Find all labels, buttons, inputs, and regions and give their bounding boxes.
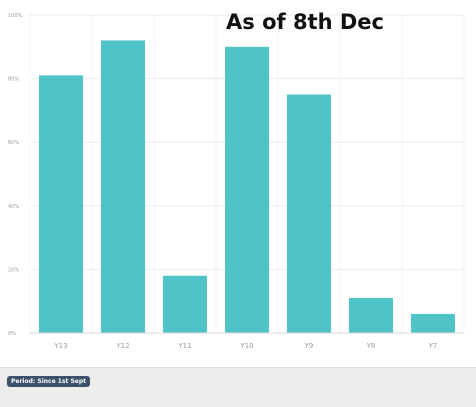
y-tick-label: 20% <box>8 267 19 273</box>
x-tick-label: Y10 <box>239 342 253 350</box>
x-tick-label: Y13 <box>53 342 67 350</box>
x-tick-label: Y9 <box>304 342 314 350</box>
y-tick-label: 0% <box>8 331 16 337</box>
y-tick-label: 80% <box>8 77 19 83</box>
bar <box>349 298 393 333</box>
x-tick-label: Y7 <box>428 342 438 350</box>
bar <box>163 275 207 333</box>
chart-title: As of 8th Dec <box>226 10 384 34</box>
y-tick-label: 40% <box>8 204 19 210</box>
y-tick-label: 60% <box>8 140 19 146</box>
bar <box>411 313 455 333</box>
bar <box>287 94 331 333</box>
bar <box>39 75 83 334</box>
bar <box>225 46 269 334</box>
bar <box>101 40 145 333</box>
y-tick-label: 100% <box>8 13 23 19</box>
footer-bar: Period: Since 1st Sept <box>0 367 476 407</box>
period-badge[interactable]: Period: Since 1st Sept <box>7 376 91 387</box>
x-tick-label: Y11 <box>177 342 191 350</box>
bar-chart: 0% 20% 40% 60% 80% 100% Y13 Y12 Y11 Y10 Y9 Y8 Y7 <box>8 13 465 350</box>
x-tick-label: Y12 <box>115 342 129 350</box>
x-tick-label: Y8 <box>366 342 376 350</box>
